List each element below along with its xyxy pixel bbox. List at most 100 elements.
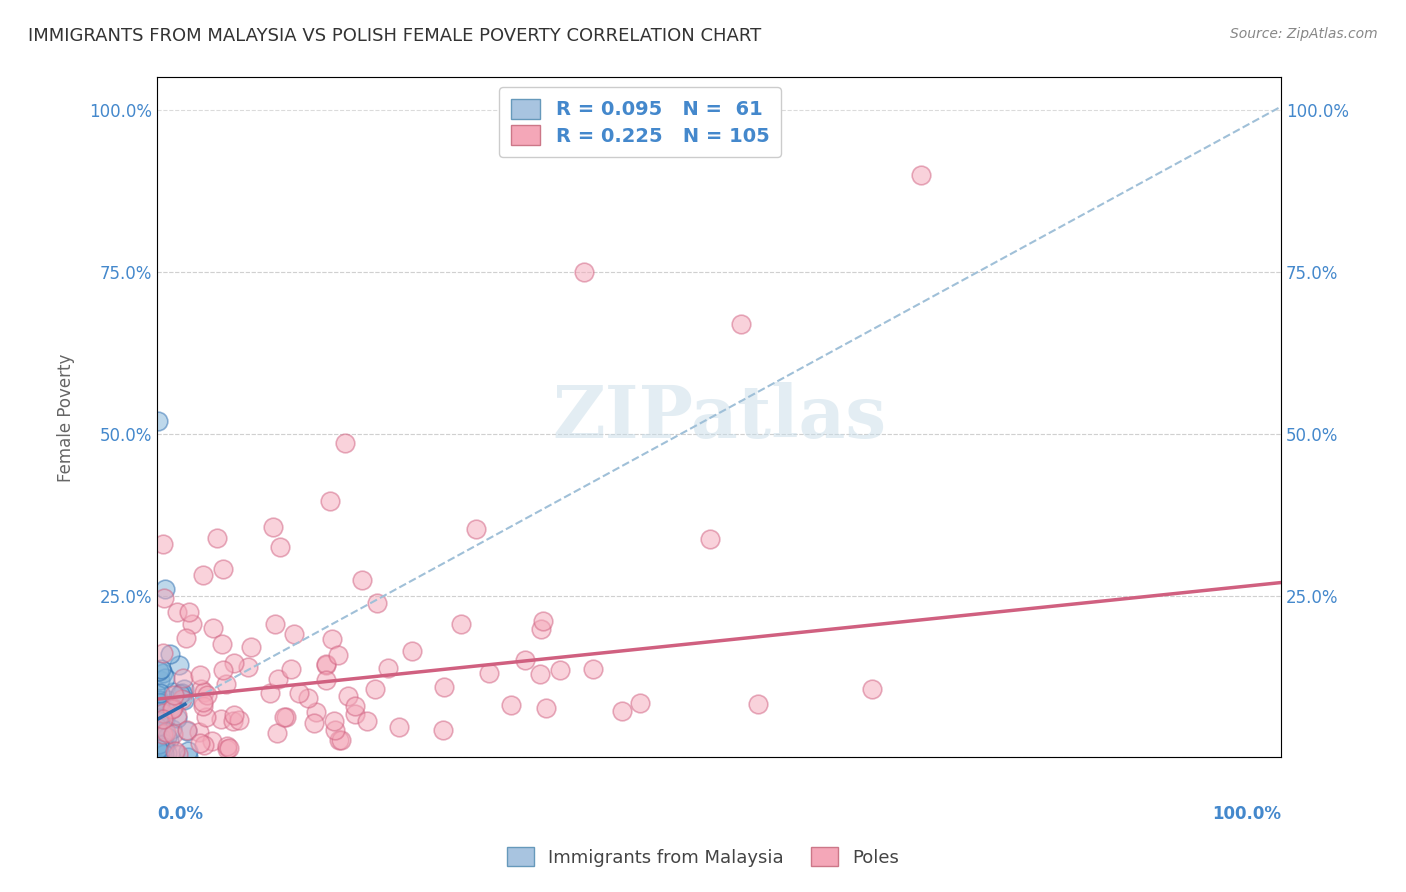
Point xyxy=(149,747,172,762)
Point xyxy=(273,710,295,724)
Point xyxy=(163,747,186,762)
Point xyxy=(153,591,176,606)
Point xyxy=(149,747,172,762)
Point xyxy=(202,621,225,635)
Point xyxy=(146,718,169,732)
Point xyxy=(177,743,200,757)
Point xyxy=(315,658,337,673)
Point xyxy=(146,720,169,734)
Point xyxy=(155,725,177,739)
Point xyxy=(166,711,188,725)
Point xyxy=(195,688,218,702)
Point xyxy=(146,742,169,756)
Point xyxy=(193,738,215,752)
Point xyxy=(212,664,235,678)
Point xyxy=(162,726,184,740)
Point xyxy=(432,723,454,738)
Point xyxy=(323,723,346,737)
Point xyxy=(529,622,551,636)
Point xyxy=(176,631,198,645)
Point xyxy=(146,741,169,756)
Point xyxy=(862,681,884,696)
Point xyxy=(215,677,238,691)
Point xyxy=(160,702,183,716)
Point xyxy=(152,665,174,680)
Point xyxy=(150,746,173,760)
Point xyxy=(534,701,557,715)
Point xyxy=(152,740,174,755)
Point xyxy=(315,657,337,672)
Point xyxy=(188,725,211,739)
Point xyxy=(343,706,366,721)
Point xyxy=(163,743,186,757)
Text: ZIPatlas: ZIPatlas xyxy=(553,382,886,453)
Point xyxy=(159,647,181,661)
Point xyxy=(153,738,176,752)
Point xyxy=(173,681,195,696)
Point xyxy=(344,699,367,714)
Point xyxy=(328,732,350,747)
Point xyxy=(162,688,184,702)
Point xyxy=(153,671,176,685)
Point xyxy=(193,684,215,698)
Point xyxy=(224,708,246,723)
Point xyxy=(304,705,326,719)
Point xyxy=(148,744,170,758)
Point xyxy=(280,662,302,676)
Text: 0.0%: 0.0% xyxy=(157,805,202,823)
Point xyxy=(499,698,522,712)
Point xyxy=(401,644,423,658)
Point xyxy=(450,616,472,631)
Point xyxy=(153,747,176,762)
Point xyxy=(464,522,486,536)
Point xyxy=(149,696,172,710)
Point xyxy=(177,750,200,764)
Point xyxy=(146,711,169,725)
Point xyxy=(478,665,501,680)
Point xyxy=(173,693,195,707)
Point xyxy=(531,615,554,629)
Point xyxy=(224,657,246,671)
Point xyxy=(190,681,212,696)
Text: 100.0%: 100.0% xyxy=(1212,805,1281,823)
Point xyxy=(239,640,262,654)
Point xyxy=(146,749,169,764)
Point xyxy=(152,646,174,660)
Point xyxy=(513,653,536,667)
Point xyxy=(191,568,214,582)
Point xyxy=(167,747,190,761)
Point xyxy=(148,699,170,714)
Point xyxy=(201,733,224,747)
Point xyxy=(146,723,169,737)
Point xyxy=(910,168,932,182)
Point xyxy=(146,414,169,428)
Point xyxy=(150,736,173,750)
Text: IMMIGRANTS FROM MALAYSIA VS POLISH FEMALE POVERTY CORRELATION CHART: IMMIGRANTS FROM MALAYSIA VS POLISH FEMAL… xyxy=(28,27,762,45)
Point xyxy=(582,662,605,676)
Point xyxy=(322,714,344,728)
Point xyxy=(169,687,191,701)
Point xyxy=(191,695,214,709)
Point xyxy=(166,605,188,619)
Legend: R = 0.095   N =  61, R = 0.225   N = 105: R = 0.095 N = 61, R = 0.225 N = 105 xyxy=(499,87,782,157)
Point xyxy=(267,672,290,686)
Point xyxy=(149,686,172,700)
Point xyxy=(159,699,181,714)
Point xyxy=(148,737,170,751)
Point xyxy=(194,710,217,724)
Point xyxy=(283,626,305,640)
Point xyxy=(612,704,634,718)
Point xyxy=(167,657,190,672)
Point xyxy=(152,735,174,749)
Point xyxy=(150,662,173,676)
Point xyxy=(155,713,177,727)
Point xyxy=(152,537,174,551)
Point xyxy=(336,689,359,703)
Point xyxy=(162,701,184,715)
Point xyxy=(180,616,202,631)
Point xyxy=(699,532,721,546)
Point xyxy=(155,702,177,716)
Point xyxy=(628,696,651,710)
Point xyxy=(148,695,170,709)
Point xyxy=(211,562,233,576)
